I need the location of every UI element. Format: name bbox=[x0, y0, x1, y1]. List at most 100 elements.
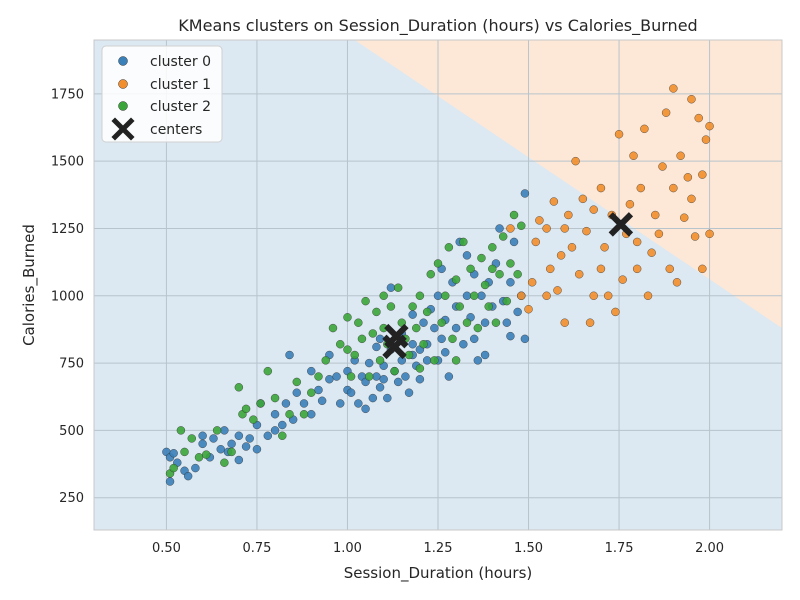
point-cluster-1 bbox=[603, 291, 613, 300]
legend-frame bbox=[101, 45, 223, 143]
point-cluster-1 bbox=[690, 232, 700, 241]
point-cluster-1 bbox=[542, 224, 551, 233]
point-cluster-2 bbox=[412, 323, 421, 333]
x-tick-label: 2.00 bbox=[695, 541, 724, 556]
point-cluster-2 bbox=[390, 366, 399, 376]
point-cluster-0 bbox=[263, 431, 273, 440]
plot-area bbox=[94, 40, 782, 530]
point-cluster-0 bbox=[509, 237, 519, 247]
point-cluster-0 bbox=[299, 399, 309, 408]
center-marker bbox=[382, 334, 407, 360]
point-cluster-0 bbox=[444, 372, 454, 381]
point-cluster-0 bbox=[419, 318, 428, 327]
point-cluster-0 bbox=[336, 399, 345, 408]
point-cluster-2 bbox=[328, 323, 338, 333]
point-cluster-1 bbox=[636, 183, 645, 193]
point-cluster-0 bbox=[513, 307, 522, 317]
point-cluster-0 bbox=[520, 334, 530, 344]
point-cluster-0 bbox=[462, 251, 472, 260]
point-cluster-1 bbox=[542, 291, 551, 300]
point-cluster-2 bbox=[444, 243, 454, 252]
point-cluster-0 bbox=[307, 410, 316, 419]
point-cluster-1 bbox=[669, 183, 678, 193]
point-cluster-0 bbox=[227, 439, 236, 449]
point-cluster-1 bbox=[571, 156, 580, 166]
point-cluster-2 bbox=[169, 463, 178, 473]
point-cluster-1 bbox=[665, 264, 674, 274]
point-cluster-1 bbox=[578, 194, 588, 204]
point-cluster-1 bbox=[625, 200, 635, 209]
point-cluster-1 bbox=[614, 130, 624, 139]
point-cluster-1 bbox=[556, 251, 566, 260]
point-cluster-2 bbox=[415, 291, 425, 300]
point-cluster-2 bbox=[372, 307, 381, 317]
point-cluster-2 bbox=[194, 453, 204, 462]
point-cluster-2 bbox=[180, 447, 189, 457]
point-cluster-2 bbox=[430, 356, 439, 365]
point-cluster-0 bbox=[506, 278, 515, 287]
point-cluster-2 bbox=[437, 318, 446, 327]
point-cluster-1 bbox=[687, 194, 696, 204]
point-cluster-1 bbox=[575, 270, 584, 279]
point-cluster-0 bbox=[502, 318, 511, 327]
point-cluster-2 bbox=[459, 237, 468, 247]
point-cluster-0 bbox=[433, 291, 443, 300]
point-cluster-1 bbox=[553, 286, 562, 295]
point-cluster-1 bbox=[658, 162, 667, 171]
point-cluster-2 bbox=[314, 372, 323, 381]
point-cluster-2 bbox=[176, 426, 186, 435]
point-cluster-1 bbox=[560, 318, 569, 327]
point-cluster-2 bbox=[466, 264, 475, 274]
point-cluster-0 bbox=[383, 393, 392, 403]
point-cluster-2 bbox=[270, 393, 280, 403]
point-cluster-0 bbox=[437, 334, 446, 344]
point-cluster-1 bbox=[527, 278, 537, 287]
point-cluster-2 bbox=[506, 259, 515, 268]
point-cluster-0 bbox=[278, 420, 287, 430]
point-cluster-0 bbox=[354, 399, 363, 408]
point-cluster-2 bbox=[484, 302, 493, 311]
point-cluster-2 bbox=[368, 329, 378, 338]
point-cluster-1 bbox=[596, 183, 606, 193]
point-cluster-2 bbox=[451, 275, 461, 284]
point-cluster-2 bbox=[187, 434, 196, 443]
x-axis-ticks: 0.50 0.75 1.00 1.25 1.50 1.75 2.00 bbox=[152, 541, 724, 556]
point-cluster-0 bbox=[375, 383, 385, 392]
point-cluster-1 bbox=[632, 237, 642, 247]
x-tick-label: 0.75 bbox=[242, 541, 271, 556]
point-cluster-1 bbox=[651, 210, 660, 220]
point-cluster-1 bbox=[640, 124, 649, 134]
y-tick-label: 1750 bbox=[51, 87, 84, 102]
point-cluster-0 bbox=[477, 291, 486, 300]
point-cluster-2 bbox=[202, 450, 211, 459]
point-cluster-2 bbox=[480, 280, 490, 290]
point-cluster-1 bbox=[531, 237, 540, 247]
point-cluster-0 bbox=[506, 331, 515, 341]
y-axis-label: Calories_Burned bbox=[20, 224, 39, 346]
point-cluster-0 bbox=[220, 426, 229, 435]
point-cluster-2 bbox=[393, 283, 403, 292]
point-cluster-0 bbox=[198, 431, 207, 440]
point-cluster-0 bbox=[480, 350, 490, 360]
point-cluster-0 bbox=[393, 377, 403, 387]
point-cluster-1 bbox=[683, 173, 693, 182]
point-cluster-0 bbox=[422, 356, 432, 365]
plot-frame bbox=[93, 39, 783, 531]
y-axis-ticks: 250 500 750 1000 1250 1500 1750 bbox=[51, 87, 84, 506]
point-cluster-1 bbox=[600, 243, 609, 252]
point-cluster-1 bbox=[629, 151, 638, 160]
point-cluster-0 bbox=[307, 366, 316, 376]
point-cluster-0 bbox=[408, 340, 417, 349]
point-cluster-1 bbox=[589, 291, 598, 300]
x-tick-label: 1.00 bbox=[333, 541, 362, 556]
point-cluster-2 bbox=[513, 270, 522, 279]
point-cluster-0 bbox=[317, 396, 327, 405]
point-cluster-2 bbox=[350, 350, 359, 360]
point-cluster-0 bbox=[404, 388, 414, 397]
y-tick-label: 750 bbox=[59, 357, 84, 372]
point-cluster-2 bbox=[292, 377, 301, 387]
point-cluster-1 bbox=[676, 151, 685, 160]
point-cluster-2 bbox=[256, 399, 265, 408]
point-cluster-0 bbox=[372, 372, 381, 381]
